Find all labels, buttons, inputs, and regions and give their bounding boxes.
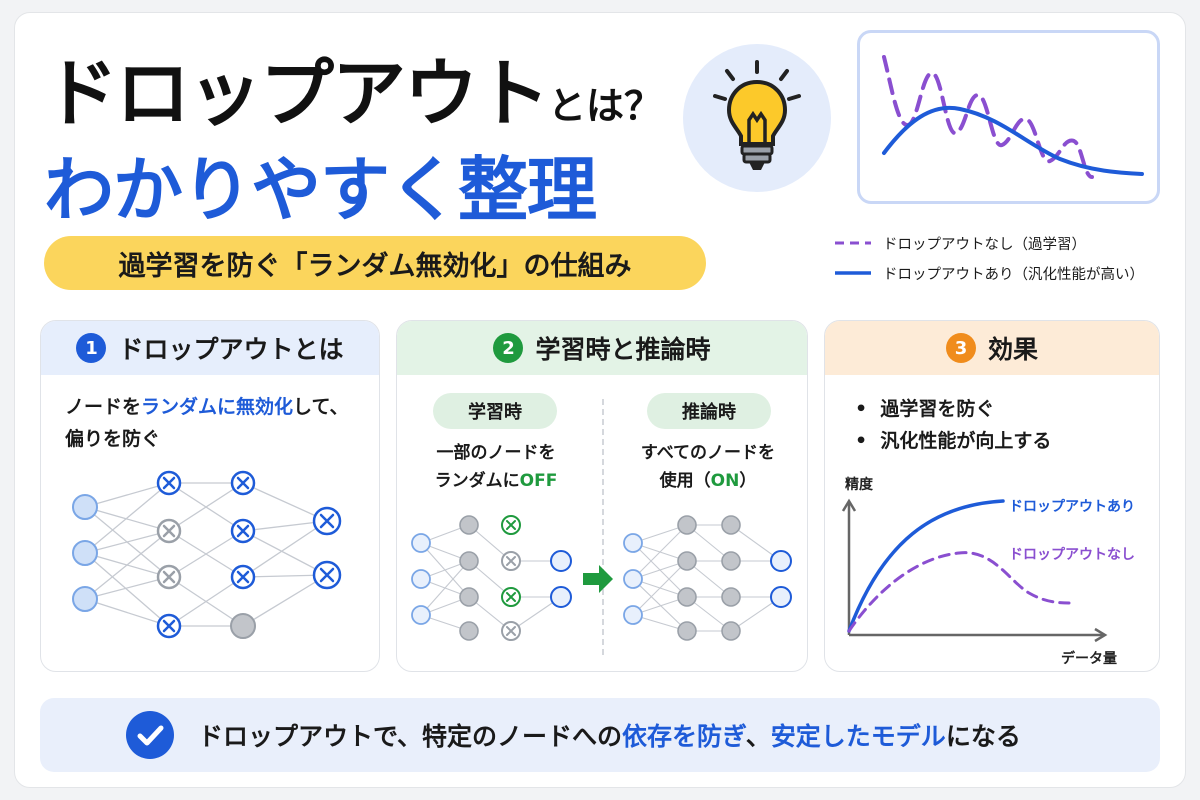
- label-without-dropout: ドロップアウトなし: [1009, 547, 1135, 563]
- list-item: • 過学習を防ぐ: [855, 398, 995, 420]
- panel3-header: 3 効果: [825, 321, 1159, 375]
- inference-tag: 推論時: [647, 393, 771, 429]
- inference-line2: 使用（: [659, 471, 711, 491]
- panel2-title: 学習時と推論時: [535, 335, 711, 364]
- train-inference-networks: [411, 515, 792, 641]
- legend-item-without: ドロップアウトなし（過学習）: [833, 228, 1144, 258]
- title-main: ドロップアウト: [44, 51, 550, 137]
- curve-without-dropout: [847, 551, 1071, 633]
- step-badge-1: 1: [76, 333, 107, 363]
- bullet-text: 汎化性能が向上する: [880, 430, 1052, 452]
- check-circle-icon: [126, 711, 174, 759]
- legend-dashed-swatch: [835, 241, 871, 245]
- legend-item-with: ドロップアウトあり（汎化性能が高い）: [833, 258, 1144, 288]
- off-label: OFF: [519, 471, 558, 491]
- training-tag: 学習時: [433, 393, 557, 429]
- summary-text: ドロップアウトで、特定のノードへの依存を防ぎ、安定したモデルになる: [198, 717, 1021, 753]
- panel2-divider: [602, 399, 604, 655]
- summary-highlight2: 安定したモデル: [770, 722, 946, 751]
- panel1-header: 1 ドロップアウトとは: [41, 321, 379, 375]
- on-label: ON: [710, 471, 740, 491]
- series-without-dropout: [882, 55, 1094, 179]
- list-item: • 汎化性能が向上する: [855, 430, 1052, 452]
- summary-pre: ドロップアウトで、特定のノードへの: [198, 722, 623, 751]
- overfitting-chart-svg: [882, 55, 1144, 179]
- training-line2: ランダムに: [434, 471, 520, 491]
- inference-line2-end: ）: [739, 471, 757, 491]
- summary-post: になる: [945, 722, 1021, 751]
- panel1-description: ノードをランダムに無効化して、 偏りを防ぐ: [65, 391, 349, 455]
- desc-text-post: して、: [293, 396, 349, 418]
- accuracy-chart: 精度 データ量 ドロップアウトあり ドロップアウトなし: [841, 476, 1135, 667]
- step-badge-3: 3: [945, 333, 976, 363]
- legend-label-without: ドロップアウトなし（過学習）: [883, 236, 1086, 253]
- dropout-network-diagram: [72, 470, 342, 639]
- panel1-title: ドロップアウトとは: [118, 335, 344, 364]
- legend-label-with: ドロップアウトあり（汎化性能が高い）: [883, 266, 1144, 283]
- page-title-line2: わかりやすく整理: [44, 149, 597, 231]
- chart-legend: ドロップアウトなし（過学習） ドロップアウトあり（汎化性能が高い）: [833, 228, 1144, 288]
- x-axis-label: データ量: [1061, 650, 1117, 667]
- curve-with-dropout: [847, 499, 1005, 633]
- panel2-header: 2 学習時と推論時: [397, 321, 807, 375]
- overfitting-chart: [857, 30, 1160, 204]
- inference-line1: すべてのノードを: [640, 443, 776, 463]
- panel-train-vs-inference: 2 学習時と推論時 学習時 推論時 一部のノードを ランダムにOFF すべてのノ…: [396, 320, 808, 672]
- series-with-dropout: [882, 105, 1144, 176]
- panel3-title: 効果: [987, 335, 1038, 364]
- inference-description: すべてのノードを 使用（ON）: [623, 439, 793, 495]
- arrow-right-icon: [583, 565, 613, 593]
- legend-solid-swatch: [835, 271, 871, 275]
- title-suffix: とは？: [548, 84, 663, 128]
- training-line1: 一部のノードを: [436, 443, 556, 463]
- summary-mid: 、: [745, 722, 771, 751]
- desc-highlight: ランダムに無効化: [141, 396, 294, 418]
- summary-highlight1: 依存を防ぎ: [622, 722, 746, 751]
- desc-line2: 偏りを防ぐ: [65, 428, 161, 450]
- panel-what-is-dropout: 1 ドロップアウトとは ノードをランダムに無効化して、 偏りを防ぐ: [40, 320, 380, 672]
- training-description: 一部のノードを ランダムにOFF: [411, 439, 581, 495]
- summary-banner: ドロップアウトで、特定のノードへの依存を防ぎ、安定したモデルになる: [40, 698, 1160, 772]
- effects-list: • 過学習を防ぐ • 汎化性能が向上する: [855, 393, 1051, 457]
- y-axis-label: 精度: [845, 476, 874, 493]
- lightbulb-icon: [683, 44, 831, 192]
- panel-effects: 3 効果 • 過学習を防ぐ • 汎化性能が向上する 精度 データ量 ドロップアウ…: [824, 320, 1160, 672]
- subtitle-pill: 過学習を防ぐ「ランダム無効化」の仕組み: [44, 236, 706, 290]
- desc-text: ノードを: [65, 396, 142, 418]
- page-title: ドロップアウトとは？: [44, 34, 662, 141]
- bullet-text: 過学習を防ぐ: [880, 398, 995, 420]
- label-with-dropout: ドロップアウトあり: [1009, 499, 1135, 515]
- step-badge-2: 2: [493, 333, 524, 363]
